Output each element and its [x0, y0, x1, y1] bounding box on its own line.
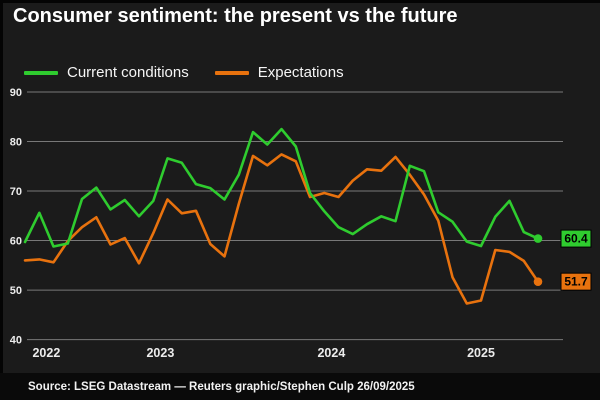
y-tick-label: 50 — [10, 285, 22, 297]
value-badge-current-conditions — [560, 229, 592, 248]
x-tick-label: 2024 — [317, 346, 345, 360]
series-end-dot-current-conditions — [533, 234, 543, 243]
legend-label: Expectations — [257, 64, 344, 81]
series-line-expectations — [23, 153, 540, 305]
series-end-dot-expectations — [533, 277, 543, 286]
x-tick-label: 2025 — [467, 346, 495, 360]
series-line-current-conditions — [23, 127, 540, 248]
y-tick-label: 70 — [10, 186, 22, 198]
y-tick-label: 40 — [10, 335, 22, 347]
y-tick-label: 80 — [10, 137, 22, 149]
legend-swatch-green-line — [24, 70, 58, 75]
y-tick-label: 90 — [10, 87, 22, 99]
legend-label: Current conditions — [67, 64, 189, 81]
legend-swatch-orange-line — [214, 70, 249, 75]
chart-legend: Current conditions Expectations — [24, 64, 370, 81]
legend-item-current-conditions: Current conditions — [24, 64, 189, 81]
y-tick-label: 60 — [10, 236, 22, 248]
value-badge-expectations — [560, 272, 592, 291]
legend-item-expectations: Expectations — [214, 64, 344, 81]
page-title: Consumer sentiment: the present vs the f… — [13, 5, 458, 27]
source-bar: Source: LSEG Datastream — Reuters graphi… — [0, 373, 600, 400]
x-tick-label: 2023 — [146, 346, 174, 360]
source-text: Source: LSEG Datastream — Reuters graphi… — [28, 380, 415, 393]
value-badge-label-current-conditions: 60.4 — [564, 232, 588, 246]
value-badge-label-expectations: 51.7 — [564, 275, 588, 289]
x-tick-label: 2022 — [32, 346, 60, 360]
